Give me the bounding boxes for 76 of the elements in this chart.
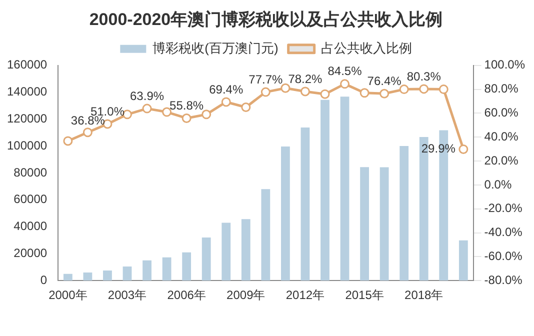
- x-tick-label: 2018年: [404, 288, 444, 302]
- point: [162, 107, 172, 117]
- bar: [103, 270, 112, 281]
- y2-tick-label: 100.0%: [484, 58, 526, 72]
- point: [260, 87, 270, 97]
- data-label: 77.7%: [248, 72, 284, 86]
- x-tick-label: 2015年: [345, 288, 384, 302]
- data-label: 63.9%: [130, 88, 164, 103]
- point: [221, 97, 231, 107]
- bar: [280, 146, 290, 281]
- x-tick-label: 2006年: [167, 288, 206, 302]
- data-label: 29.9%: [421, 142, 456, 156]
- point: [399, 84, 409, 94]
- point: [202, 110, 212, 120]
- y2-tick-label: 60.0%: [484, 106, 519, 120]
- bar: [400, 146, 409, 281]
- point: [340, 79, 350, 89]
- point: [320, 89, 330, 99]
- bar: [300, 128, 310, 281]
- point: [280, 83, 290, 93]
- point: [142, 104, 152, 114]
- y2-tick-label: -80.0%: [484, 272, 523, 287]
- bar: [142, 260, 152, 281]
- x-tick-label: 2000年: [48, 288, 88, 302]
- bar: [222, 222, 231, 281]
- y2-tick-label: 40.0%: [484, 129, 519, 144]
- data-label: 76.4%: [367, 74, 402, 88]
- bar: [182, 252, 192, 281]
- point: [300, 86, 310, 96]
- chart-title: 2000-2020年澳门博彩税收以及占公共收入比例: [89, 10, 443, 29]
- point: [438, 84, 448, 94]
- point: [182, 113, 192, 123]
- point: [419, 84, 429, 94]
- point: [82, 128, 92, 138]
- y-tick-label: 40000: [14, 219, 48, 234]
- bar: [63, 274, 72, 281]
- data-label: 69.4%: [209, 82, 244, 96]
- y-tick-label: 100000: [6, 138, 48, 152]
- y2-tick-label: -40.0%: [484, 225, 523, 240]
- y2-tick-label: 0.0%: [484, 177, 512, 192]
- bar: [261, 189, 270, 281]
- data-label: 78.2%: [288, 72, 323, 86]
- bar: [360, 167, 369, 281]
- y-tick-label: 80000: [14, 165, 48, 180]
- data-label: 80.3%: [406, 69, 442, 84]
- y2-tick-label: -60.0%: [484, 249, 523, 263]
- y-tick-label: 0: [40, 272, 48, 287]
- y2-tick-label: 80.0%: [484, 82, 519, 96]
- bar: [122, 266, 132, 281]
- point: [458, 144, 468, 154]
- x-tick-label: 2003年: [108, 288, 147, 302]
- bar: [83, 272, 92, 281]
- y-tick-label: 160000: [6, 58, 48, 72]
- y2-tick-label: -20.0%: [484, 201, 523, 216]
- point: [360, 88, 370, 98]
- y2-tick-label: 20.0%: [484, 153, 519, 168]
- y-tick-label: 120000: [6, 112, 48, 126]
- bar: [241, 219, 250, 281]
- bar: [340, 96, 350, 281]
- bar: [380, 167, 389, 281]
- y-tick-label: 60000: [14, 192, 48, 206]
- point: [241, 102, 251, 112]
- legend-label: 占公共收入比例: [320, 40, 412, 56]
- bar: [202, 238, 211, 281]
- data-label: 84.5%: [328, 64, 362, 78]
- bar: [320, 100, 330, 281]
- data-label: 55.8%: [170, 98, 204, 113]
- bar: [458, 240, 468, 281]
- point: [63, 136, 73, 146]
- bar: [162, 257, 172, 281]
- x-tick-label: 2009年: [226, 288, 266, 302]
- legend-label: 博彩税收(百万澳门元): [152, 40, 278, 56]
- x-tick-label: 2012年: [286, 288, 325, 302]
- y-tick-label: 20000: [14, 246, 48, 260]
- y-tick-label: 140000: [6, 84, 48, 99]
- point: [380, 88, 390, 98]
